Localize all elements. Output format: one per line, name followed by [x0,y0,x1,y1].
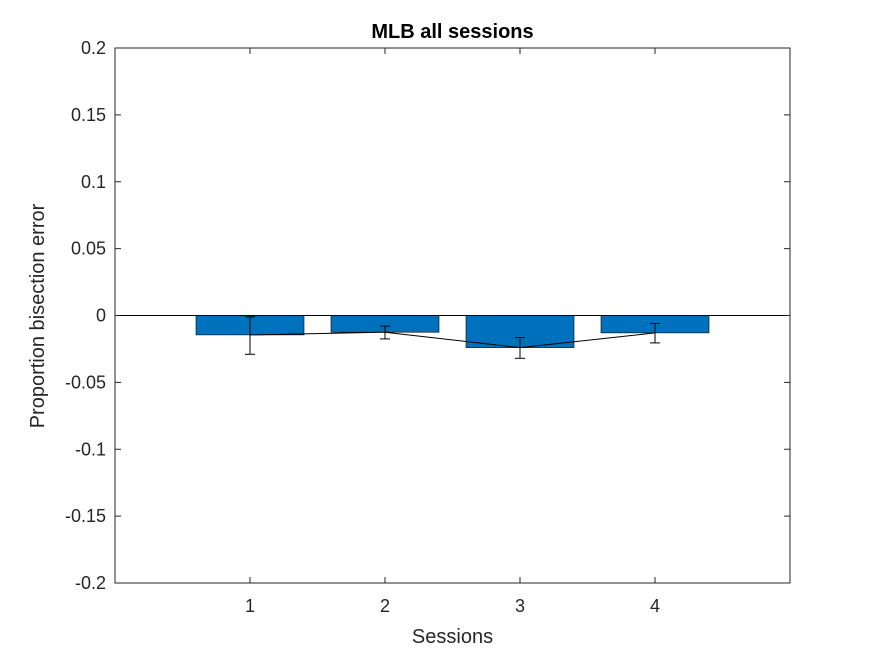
y-tick-label: 0.05 [71,239,106,259]
x-tick-label: 2 [380,596,390,616]
x-tick-label: 3 [515,596,525,616]
y-axis-label: Proportion bisection error [27,203,49,428]
errorbar-session-1 [245,316,255,355]
y-tick-label: -0.2 [75,573,106,593]
x-tick-label: 4 [650,596,660,616]
y-tick-label: -0.05 [65,372,106,392]
y-tick-label: 0.15 [71,105,106,125]
errorbars-group [245,316,660,359]
y-tick-label: -0.15 [65,506,106,526]
x-tick-label: 1 [245,596,255,616]
y-tick-label: 0.2 [81,38,106,58]
y-tick-label: 0.1 [81,172,106,192]
x-axis-label: Sessions [412,626,493,648]
y-tick-label: 0 [96,306,106,326]
x-axis-ticks: 1 2 3 4 [245,48,660,616]
chart-title: MLB all sessions [371,21,533,43]
y-tick-label: -0.1 [75,439,106,459]
mean-connector-line [249,331,656,349]
y-axis-ticks: 0.2 0.15 0.1 0.05 0 -0.05 -0.1 -0.15 -0.2 [65,38,790,593]
